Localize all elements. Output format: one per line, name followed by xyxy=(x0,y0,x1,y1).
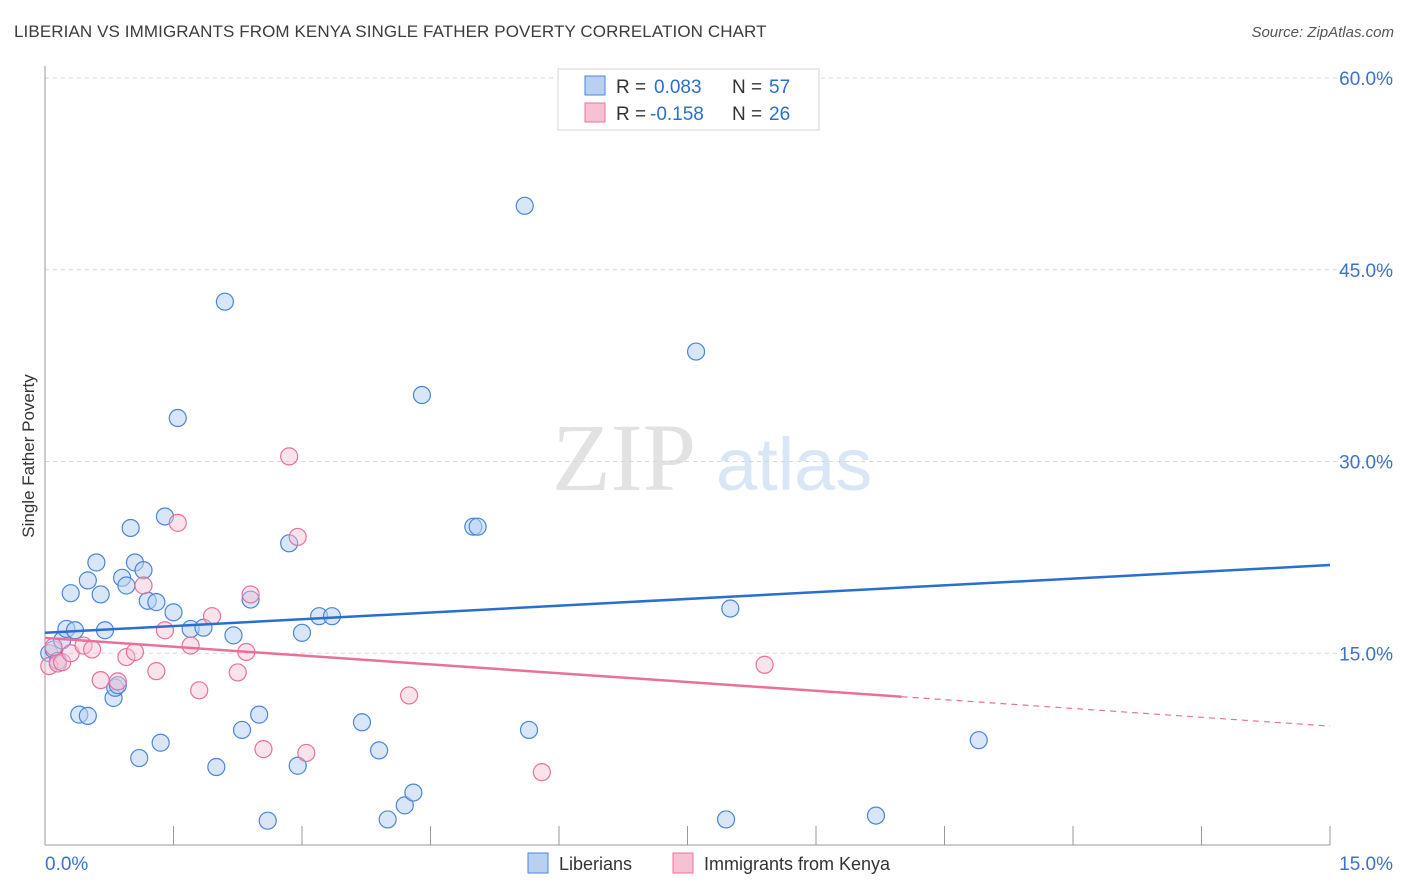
legend-kenya-swatch xyxy=(672,852,694,874)
liberian-point xyxy=(168,408,187,428)
liberian-point xyxy=(241,590,260,609)
stats-legend-pink-swatch xyxy=(584,102,606,123)
kenya-trend-extrapolation xyxy=(901,696,1331,727)
liberian-point xyxy=(378,810,397,829)
liberians-trend-line xyxy=(44,563,1331,635)
stats-legend-r-label: R = xyxy=(616,104,646,125)
liberian-point xyxy=(519,720,539,740)
y-axis-title: Single Father Poverty xyxy=(19,374,38,538)
liberian-point xyxy=(969,731,988,750)
liberian-point xyxy=(61,584,80,603)
kenya-point xyxy=(155,621,175,640)
liberian-point xyxy=(91,585,110,604)
y-tick-label: 45.0% xyxy=(1339,261,1393,282)
liberian-point xyxy=(215,292,234,311)
liberian-point xyxy=(395,796,414,815)
kenya-point xyxy=(288,527,307,547)
liberian-point xyxy=(147,593,166,612)
legend-liberians-swatch xyxy=(527,852,549,874)
liberian-point xyxy=(412,385,432,405)
kenya-point xyxy=(399,686,419,705)
liberian-point xyxy=(468,517,487,536)
liberian-point xyxy=(117,576,136,595)
liberian-point xyxy=(866,806,886,825)
liberian-point xyxy=(250,705,269,724)
kenya-point xyxy=(532,763,551,782)
liberian-point xyxy=(352,713,372,732)
liberian-point xyxy=(716,810,736,829)
watermark-zip: ZIP xyxy=(552,404,696,511)
y-tick-label: 60.0% xyxy=(1339,69,1393,90)
kenya-points xyxy=(40,447,774,782)
liberian-point xyxy=(288,756,307,775)
x-tick-label: 0.0% xyxy=(45,854,88,875)
kenya-point xyxy=(202,607,222,626)
kenya-point xyxy=(181,636,200,655)
y-tick-label: 15.0% xyxy=(1339,644,1393,665)
stats-legend-blue-swatch xyxy=(584,75,606,96)
kenya-point xyxy=(755,655,774,674)
kenya-point xyxy=(190,681,209,700)
liberian-point xyxy=(87,553,106,572)
liberian-point xyxy=(207,757,226,777)
stats-legend-n-value: 26 xyxy=(769,104,790,125)
series-legend: Liberians Immigrants from Kenya xyxy=(527,852,891,874)
legend-kenya-label: Immigrants from Kenya xyxy=(704,854,891,874)
watermark-atlas: atlas xyxy=(716,423,872,506)
kenya-point xyxy=(83,640,102,659)
liberian-point xyxy=(404,783,423,802)
kenya-trend-line xyxy=(44,636,902,698)
stats-legend-n-label: N = xyxy=(732,104,762,125)
liberian-point xyxy=(164,603,183,622)
stats-legend-r-value: -0.158 xyxy=(650,104,704,125)
stats-legend-r-label: R = xyxy=(616,77,646,98)
y-tick-label: 30.0% xyxy=(1339,453,1393,474)
liberian-point xyxy=(151,733,170,752)
gridlines xyxy=(45,77,1393,654)
kenya-point xyxy=(44,637,63,656)
axes xyxy=(44,66,1331,846)
liberian-point xyxy=(121,518,140,538)
liberian-point xyxy=(370,741,389,760)
kenya-point xyxy=(228,663,247,682)
liberian-point xyxy=(130,748,149,768)
kenya-point xyxy=(125,642,145,662)
kenya-point xyxy=(241,585,260,604)
liberian-point xyxy=(686,342,706,361)
kenya-point xyxy=(280,447,299,466)
liberian-point xyxy=(78,571,97,590)
stats-legend: R = 0.083 N = 57 R = -0.158 N = 26 xyxy=(557,68,820,131)
kenya-point xyxy=(117,647,136,667)
kenya-point xyxy=(108,672,127,691)
stats-legend-r-value: 0.083 xyxy=(654,77,702,98)
source-label: Source: ZipAtlas.com xyxy=(1251,24,1394,41)
liberian-point xyxy=(258,811,277,830)
kenya-point xyxy=(91,670,110,690)
liberian-point xyxy=(108,676,127,695)
liberian-point xyxy=(232,720,252,740)
liberian-point xyxy=(78,706,97,725)
kenya-point xyxy=(168,513,187,532)
stats-legend-n-label: N = xyxy=(732,77,762,98)
kenya-point xyxy=(254,740,273,759)
tick-labels: 15.0% 30.0% 45.0% 60.0% 0.0% 15.0% xyxy=(45,69,1393,875)
chart-title: LIBERIAN VS IMMIGRANTS FROM KENYA SINGLE… xyxy=(14,22,767,41)
liberian-point xyxy=(515,196,534,215)
liberian-point xyxy=(134,561,153,580)
x-tick-label: 15.0% xyxy=(1339,854,1393,875)
kenya-point xyxy=(297,743,316,763)
legend-liberians-label: Liberians xyxy=(559,854,632,874)
kenya-point xyxy=(147,662,166,681)
liberians-points xyxy=(40,196,988,830)
liberian-point xyxy=(721,599,740,618)
kenya-point xyxy=(134,576,153,595)
liberian-point xyxy=(224,626,243,645)
liberian-point xyxy=(292,623,312,642)
trend-lines xyxy=(44,563,1331,727)
stats-legend-n-value: 57 xyxy=(769,77,790,98)
